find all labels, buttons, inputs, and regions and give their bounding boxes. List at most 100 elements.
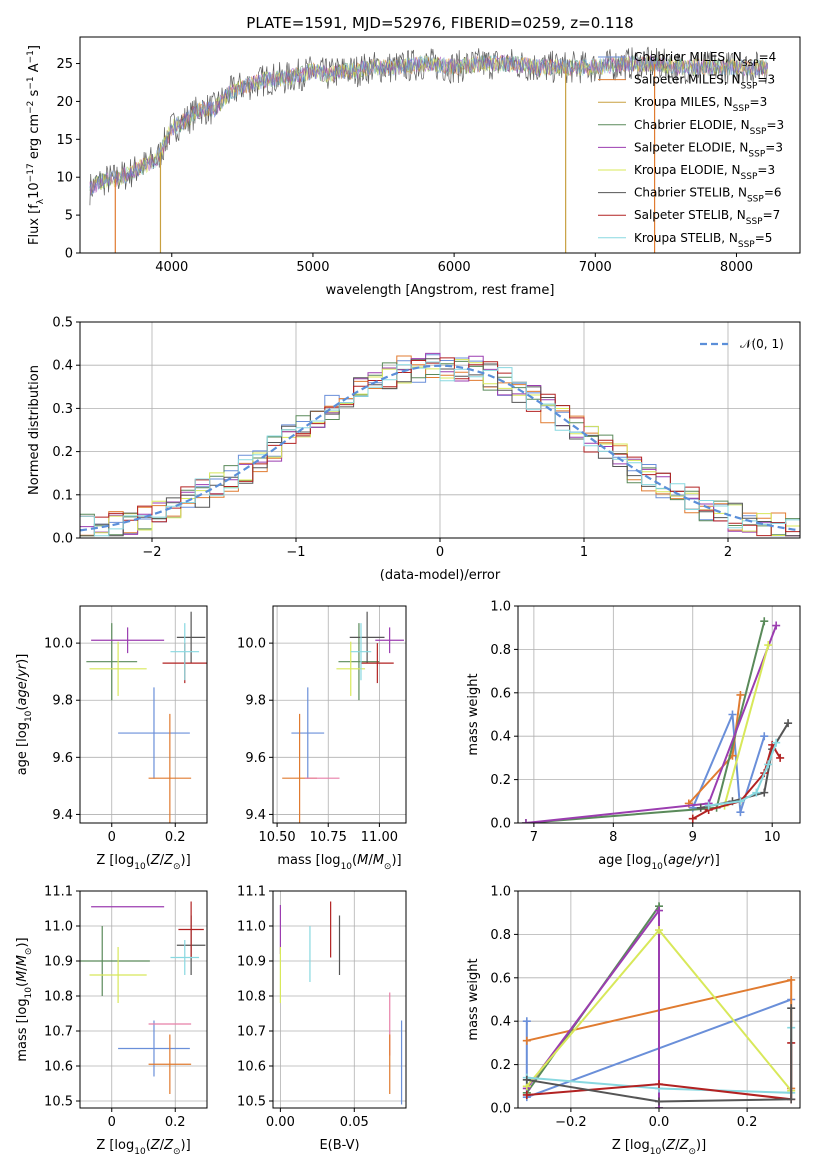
weight-marker — [760, 732, 769, 741]
histogram-step — [80, 361, 800, 537]
weight-marker — [655, 1080, 663, 1089]
legend-label: Chabrier ELODIE, NSSP=3 — [634, 118, 784, 137]
weight-series — [521, 621, 781, 823]
x-tick-label: 0.05 — [340, 1115, 369, 1130]
y-tick-label: 0.5 — [52, 316, 73, 331]
panel-mass_vs_Z: 0 0.2 10.5 10.6 10.7 10.8 10.9 11.0 11.1 Z [log10… — [15, 885, 208, 1157]
axes-frame — [79, 605, 208, 824]
weight-marker — [772, 621, 781, 630]
x-tick-label: −1 — [286, 545, 305, 560]
axes-frame — [79, 321, 801, 539]
legend-label: Kroupa STELIB, NSSP=5 — [634, 231, 772, 250]
y-tick-label: 10.7 — [237, 1025, 266, 1040]
errorbar-point — [291, 687, 325, 779]
weight-marker — [736, 690, 745, 699]
weight-marker — [760, 617, 769, 626]
x-tick-label: 2 — [724, 545, 732, 560]
y-tick-label: 0.0 — [52, 532, 73, 547]
y-tick-label: 0.2 — [52, 445, 73, 460]
x-tick-label: 0.2 — [737, 1115, 758, 1130]
errorbar-point — [89, 641, 147, 696]
panel-spectrum: 4000 5000 6000 7000 8000 0 5 10 15 20 25 wavelength… — [26, 36, 801, 298]
errorbar-point — [148, 713, 192, 823]
x-tick-label: 0.0 — [649, 1115, 670, 1130]
weight-marker — [521, 819, 530, 823]
weight-marker — [784, 719, 793, 728]
x-tick-label: 1 — [580, 545, 588, 560]
x-tick-label: 0 — [108, 1115, 116, 1130]
y-tick-label: 5 — [65, 209, 73, 224]
x-tick-label: 8 — [609, 830, 617, 845]
y-tick-label: 0.6 — [490, 686, 511, 701]
weight-marker — [764, 641, 773, 650]
weight-line — [692, 742, 781, 820]
panel-age_vs_mass: 10.50 10.75 11.00 9.4 9.6 9.8 10.0 mass [log10(… — [237, 605, 407, 872]
weight-marker — [760, 788, 769, 797]
weight-marker — [787, 975, 796, 984]
figure-title: PLATE=1591, MJD=52976, FIBERID=0259, z=0… — [246, 14, 633, 32]
y-tick-label: 10.8 — [44, 990, 73, 1005]
legend-label: 𝒩(0, 1) — [740, 337, 784, 351]
weight-marker — [655, 1097, 663, 1106]
y-tick-label: 10.6 — [44, 1060, 73, 1075]
spectrum-line — [89, 55, 768, 191]
y-axis-label: mass weight — [466, 673, 481, 755]
errorbar-point — [176, 611, 206, 664]
plot-area — [273, 891, 406, 1108]
y-tick-label: 0.4 — [490, 730, 511, 745]
x-tick-label: 7000 — [579, 260, 612, 275]
y-tick-label: 0.8 — [490, 928, 511, 943]
y-tick-label: 0.3 — [52, 402, 73, 417]
plot-area — [273, 606, 406, 823]
panel-weight_vs_age: 7 8 9 10 0.0 0.2 0.4 0.6 0.8 1.0 age [log10(age/yr… — [466, 600, 801, 872]
y-tick-label: 11.0 — [237, 920, 266, 935]
weight-marker — [696, 803, 705, 812]
x-tick-label: −0.2 — [555, 1115, 587, 1130]
x-axis-label: E(B-V) — [319, 1138, 359, 1153]
y-tick-label: 11.1 — [237, 885, 266, 900]
y-tick-label: 9.4 — [52, 808, 73, 823]
weight-line — [526, 1008, 793, 1103]
y-tick-label: 9.6 — [52, 751, 73, 766]
y-tick-label: 10.0 — [44, 637, 73, 652]
axes-frame — [517, 605, 801, 824]
panel-mass_vs_EBV: 0.00 0.05 10.5 10.6 10.7 10.8 10.9 11.0 11.1 E(B-… — [237, 885, 407, 1153]
errorbar-point — [350, 623, 372, 681]
panel-residuals: −2 −1 0 1 2 0.0 0.1 0.2 0.3 0.4 0.5 (data-model)/er… — [27, 316, 801, 583]
weight-marker — [655, 926, 663, 935]
plot-area — [80, 891, 207, 1108]
weight-series — [521, 617, 769, 823]
x-tick-label: 0.00 — [266, 1115, 295, 1130]
plot-area — [80, 322, 800, 538]
errorbar-point — [178, 901, 204, 958]
legend-label: Salpeter MILES, NSSP=3 — [634, 73, 775, 92]
errorbar-point — [170, 623, 200, 681]
y-tick-label: 9.6 — [245, 751, 266, 766]
weight-marker — [736, 808, 745, 817]
axes-frame — [272, 605, 407, 824]
legend-label: Chabrier STELIB, NSSP=6 — [634, 186, 782, 205]
x-tick-label: 10 — [764, 830, 781, 845]
y-axis-label: age [log10(age/yr)] — [15, 654, 34, 776]
panel-weight_vs_Z: −0.2 0.0 0.2 0.0 0.2 0.4 0.6 0.8 1.0 Z [log10(Z/Z… — [466, 885, 801, 1157]
x-axis-label: wavelength [Angstrom, rest frame] — [326, 283, 555, 298]
axes-frame — [517, 890, 801, 1109]
x-axis-label: Z [log10(Z/Z⊙)] — [96, 1138, 190, 1157]
errorbar-point — [338, 623, 380, 701]
weight-series — [704, 738, 781, 810]
weight-marker — [522, 1075, 531, 1084]
legend-label: Salpeter ELODIE, NSSP=3 — [634, 140, 783, 159]
y-tick-label: 10.8 — [237, 990, 266, 1005]
y-tick-label: 0.6 — [490, 971, 511, 986]
x-tick-label: 9 — [689, 830, 697, 845]
errorbar-point — [170, 940, 200, 975]
weight-marker — [728, 710, 737, 719]
weight-marker — [704, 801, 713, 810]
x-tick-label: 8000 — [720, 260, 753, 275]
weight-marker — [764, 760, 773, 769]
y-axis-label: mass weight — [466, 958, 481, 1040]
y-tick-label: 15 — [56, 133, 73, 148]
weight-marker — [772, 738, 781, 747]
legend-label: Chabrier MILES, NSSP=4 — [634, 50, 776, 69]
